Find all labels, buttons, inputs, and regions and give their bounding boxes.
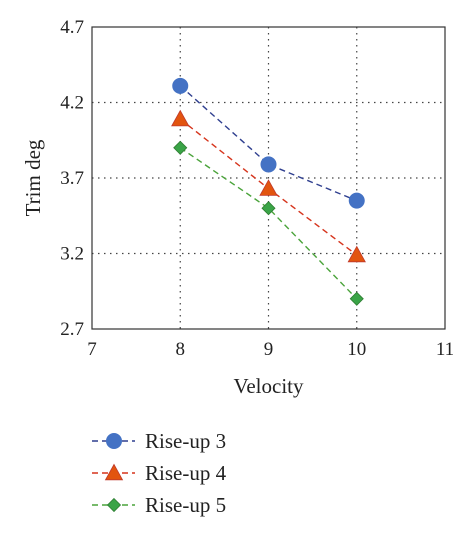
- y-tick-label: 3.2: [60, 244, 84, 265]
- x-tick-label: 9: [264, 339, 274, 360]
- series-1: [172, 77, 365, 209]
- legend-marker: [104, 463, 124, 481]
- x-tick-label: 10: [347, 339, 366, 360]
- legend-item: Rise-up 4: [92, 461, 227, 485]
- y-tick-label: 2.7: [60, 319, 84, 340]
- data-point: [260, 156, 277, 173]
- data-point: [173, 140, 188, 155]
- y-tick-label: 3.7: [60, 168, 84, 189]
- data-point: [347, 245, 366, 263]
- y-tick-label: 4.7: [60, 17, 84, 38]
- x-axis-title: Velocity: [234, 374, 304, 398]
- data-point: [259, 179, 278, 196]
- plot-frame: [91, 26, 446, 330]
- series-2: [171, 109, 366, 263]
- series: [171, 77, 366, 306]
- legend-label: Rise-up 5: [145, 493, 226, 517]
- data-point: [261, 201, 276, 216]
- x-tick-label: 7: [87, 339, 97, 360]
- legend-marker: [106, 497, 122, 513]
- data-point: [171, 109, 190, 127]
- legend-item: Rise-up 5: [92, 493, 226, 517]
- legend-label: Rise-up 4: [145, 461, 227, 485]
- legend-marker: [106, 433, 122, 449]
- x-tick-label: 11: [436, 339, 454, 360]
- series-line: [179, 85, 358, 202]
- axis-ticks: 7 8 9 10 11 2.7 3.2 3.7 4.2 4.7: [60, 17, 454, 360]
- legend-label: Rise-up 3: [145, 429, 226, 453]
- legend: Rise-up 3 Rise-up 4 Rise-up 5: [92, 429, 227, 517]
- data-point: [349, 291, 364, 306]
- legend-item: Rise-up 3: [92, 429, 226, 453]
- x-tick-label: 8: [176, 339, 186, 360]
- series-3: [173, 140, 364, 306]
- grid: [92, 27, 445, 329]
- data-point: [172, 77, 189, 94]
- data-point: [348, 192, 365, 209]
- y-tick-label: 4.2: [60, 93, 84, 114]
- series-line: [179, 147, 358, 300]
- y-axis-title: Trim deg: [21, 139, 45, 216]
